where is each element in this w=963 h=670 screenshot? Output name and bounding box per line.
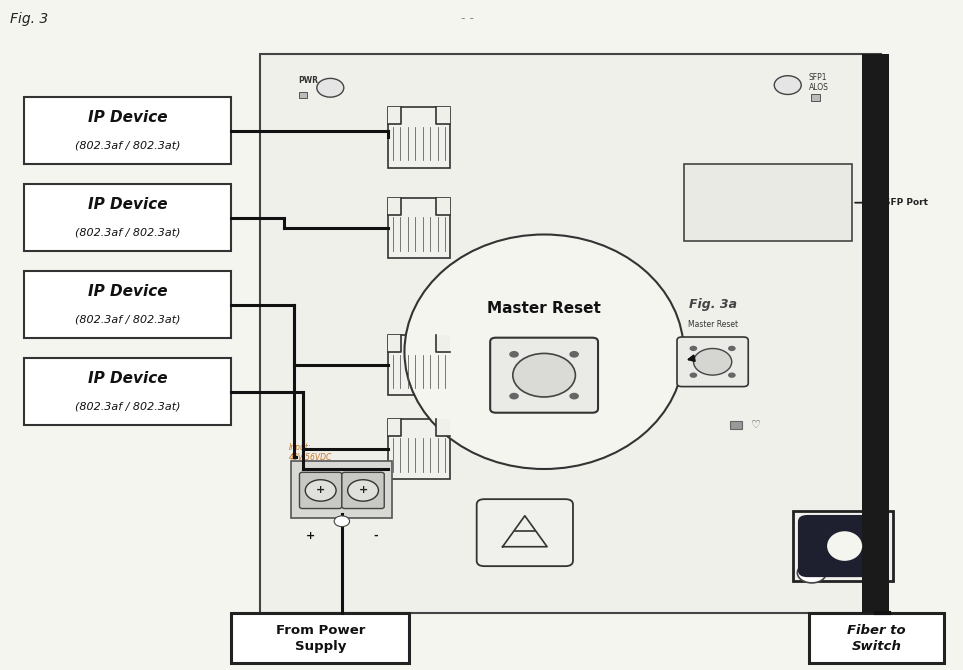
Circle shape xyxy=(797,563,826,583)
FancyBboxPatch shape xyxy=(490,338,598,413)
Text: IP Device: IP Device xyxy=(88,284,168,299)
Bar xyxy=(291,461,393,517)
FancyBboxPatch shape xyxy=(677,337,748,387)
Bar xyxy=(436,198,451,214)
Text: Fig. 3a: Fig. 3a xyxy=(689,298,737,312)
Text: +: + xyxy=(358,486,368,495)
Circle shape xyxy=(690,373,697,378)
Bar xyxy=(730,421,742,429)
Circle shape xyxy=(774,76,801,94)
Text: Master Reset: Master Reset xyxy=(487,301,601,316)
Bar xyxy=(299,92,307,98)
Text: (802.3af / 802.3at): (802.3af / 802.3at) xyxy=(75,402,180,411)
Bar xyxy=(387,419,451,479)
Text: ALOS: ALOS xyxy=(809,82,829,92)
Bar xyxy=(811,94,820,100)
Circle shape xyxy=(317,78,344,97)
Text: IP Device: IP Device xyxy=(88,371,168,386)
Bar xyxy=(436,419,451,436)
Text: SFP Port: SFP Port xyxy=(884,198,928,207)
Text: PWR: PWR xyxy=(299,76,319,85)
Ellipse shape xyxy=(827,531,862,561)
Bar xyxy=(387,107,451,168)
Circle shape xyxy=(690,346,697,351)
Bar xyxy=(387,335,451,395)
Bar xyxy=(793,511,893,581)
Text: -: - xyxy=(374,531,377,541)
Text: - -: - - xyxy=(460,12,474,25)
Bar xyxy=(862,54,889,613)
FancyBboxPatch shape xyxy=(477,499,573,566)
Text: +: + xyxy=(305,531,315,541)
Bar xyxy=(387,198,451,258)
Text: IP Device: IP Device xyxy=(88,197,168,212)
Bar xyxy=(387,419,402,436)
Bar xyxy=(24,97,231,164)
Text: SFP1: SFP1 xyxy=(809,72,827,82)
Text: ♡: ♡ xyxy=(751,420,761,429)
Bar xyxy=(260,54,881,613)
Circle shape xyxy=(693,348,732,375)
Circle shape xyxy=(305,480,336,501)
Bar xyxy=(436,335,451,352)
Bar xyxy=(24,271,231,338)
Bar xyxy=(231,613,409,663)
Text: Fiber to
Switch: Fiber to Switch xyxy=(847,624,905,653)
Ellipse shape xyxy=(404,234,684,469)
Circle shape xyxy=(728,373,736,378)
Circle shape xyxy=(728,346,736,351)
Bar xyxy=(387,198,402,214)
Text: +: + xyxy=(316,486,325,495)
Circle shape xyxy=(509,351,519,358)
Text: IP Device: IP Device xyxy=(88,110,168,125)
Circle shape xyxy=(334,516,350,527)
Circle shape xyxy=(512,354,576,397)
Text: Input:
48V-56VDC: Input: 48V-56VDC xyxy=(289,443,332,462)
Bar xyxy=(24,358,231,425)
Bar xyxy=(24,184,231,251)
Bar xyxy=(387,107,402,124)
Circle shape xyxy=(509,393,519,399)
Bar xyxy=(387,335,402,352)
Circle shape xyxy=(569,351,579,358)
Text: Master Reset: Master Reset xyxy=(688,320,738,330)
FancyBboxPatch shape xyxy=(299,472,342,509)
Circle shape xyxy=(569,393,579,399)
Bar xyxy=(684,164,852,241)
Text: Fig. 3: Fig. 3 xyxy=(10,13,48,26)
Text: (802.3af / 802.3at): (802.3af / 802.3at) xyxy=(75,228,180,237)
FancyBboxPatch shape xyxy=(798,515,887,577)
Text: (802.3af / 802.3at): (802.3af / 802.3at) xyxy=(75,141,180,150)
Bar xyxy=(809,613,944,663)
FancyBboxPatch shape xyxy=(342,472,384,509)
Text: From Power
Supply: From Power Supply xyxy=(275,624,365,653)
Circle shape xyxy=(348,480,378,501)
Bar xyxy=(436,107,451,124)
Text: (802.3af / 802.3at): (802.3af / 802.3at) xyxy=(75,315,180,324)
